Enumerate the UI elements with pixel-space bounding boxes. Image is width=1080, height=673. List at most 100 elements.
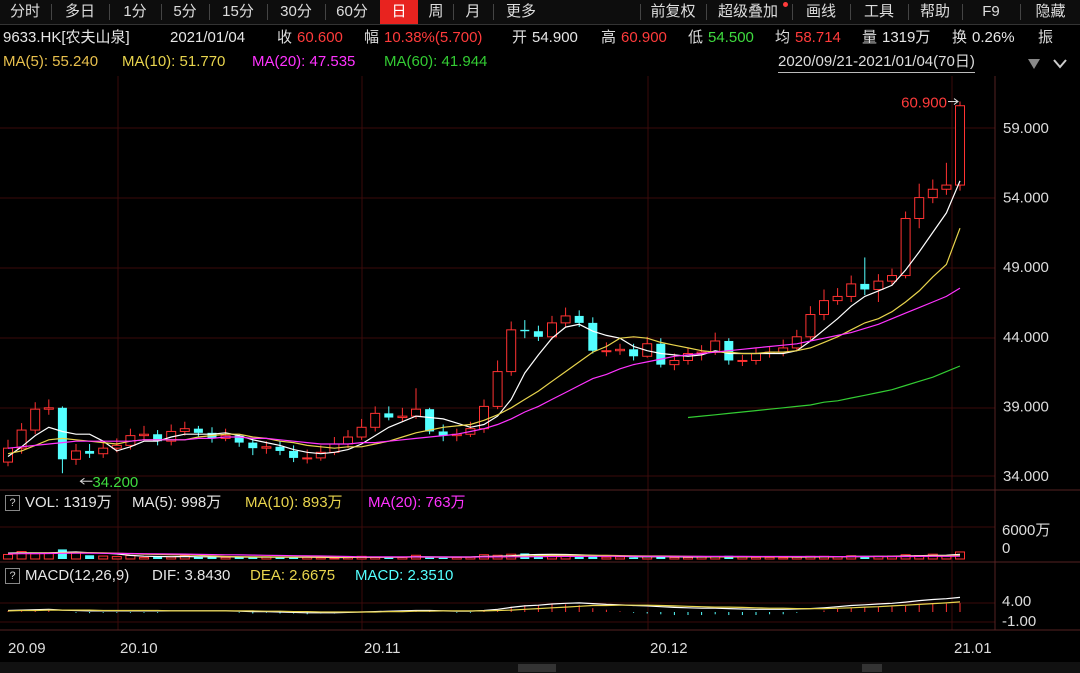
macd-lines [7, 596, 961, 614]
x-tick-label: 20.10 [120, 640, 158, 657]
quote-info-bar: 9633.HK[农夫山泉] 2021/01/04 收 60.600 幅 10.3… [0, 25, 1080, 50]
volume-bar [384, 557, 394, 559]
volume-bar [234, 557, 244, 559]
triangle-down-icon[interactable] [1028, 59, 1040, 69]
volume-bar [629, 557, 639, 559]
horizontal-scrollbar[interactable] [0, 662, 1080, 673]
candle-body [520, 329, 530, 332]
candle-body [805, 314, 816, 338]
chevron-down-icon[interactable] [1053, 59, 1067, 69]
volume-bar [98, 555, 109, 560]
tools-button[interactable]: 工具 [863, 3, 894, 20]
volume-bar [438, 557, 448, 559]
volume-value-label: VOL: 1319万 [25, 494, 112, 511]
arrow-left-icon [79, 477, 85, 485]
volume-bar [615, 556, 625, 560]
period-toolbar: 分时 多日 1分 5分 15分 30分 60分 日 周 月 更多 前复权 超级叠… [0, 0, 1080, 25]
macd-panel-header: ? MACD(12,26,9) DIF: 3.8430 DEA: 2.6675 … [0, 566, 700, 586]
volume-ma-lines [7, 551, 961, 559]
candle-body [85, 450, 95, 454]
volume-bar [220, 556, 231, 560]
high-label: 高 [601, 29, 617, 46]
tab-duori[interactable]: 多日 [64, 3, 95, 20]
ma20-line [7, 287, 961, 449]
volume-panel-header: ? VOL: 1319万 MA(5): 998万 MA(10): 893万 MA… [0, 493, 700, 513]
candle-body [615, 348, 625, 352]
volume-bar [207, 556, 217, 559]
notification-dot-icon [783, 2, 788, 7]
candle-body [98, 447, 109, 455]
volume-value: 1319万 [882, 29, 931, 46]
ma10-line [7, 227, 961, 455]
candle-body [153, 434, 163, 442]
candle-body [261, 446, 272, 449]
volume-bar [275, 557, 285, 559]
candle-body [533, 331, 543, 337]
volume-bar [16, 551, 27, 560]
change-value: 10.38%(5.700) [384, 29, 483, 46]
candle-body [791, 336, 802, 349]
ma60-legend: MA(60): 41.944 [384, 53, 488, 70]
volume-help-button[interactable]: ? [5, 495, 20, 511]
volume-bar [166, 556, 177, 560]
draw-line-button[interactable]: 画线 [805, 3, 836, 20]
price-axis: 59.000 54.000 49.000 44.000 39.000 34.000 [1003, 120, 1049, 485]
tab-more[interactable]: 更多 [505, 3, 536, 20]
ma5-legend: MA(5): 55.240 [3, 53, 99, 70]
tab-30min[interactable]: 30分 [280, 3, 312, 20]
volume-ma20-line [7, 552, 961, 558]
volume-label: 量 [862, 29, 878, 46]
open-label: 开 [512, 29, 528, 46]
candle-body [832, 295, 843, 302]
tab-15min[interactable]: 15分 [222, 3, 254, 20]
x-tick-label: 20.09 [8, 640, 46, 657]
price-tick-label: 44.000 [1003, 329, 1049, 346]
candle-body [819, 300, 829, 316]
date-range-selector[interactable]: 2020/09/21-2021/01/04(70日) [778, 52, 975, 73]
x-tick-label: 20.12 [650, 640, 688, 657]
tab-60min[interactable]: 60分 [336, 3, 368, 20]
volume-bar [111, 556, 122, 560]
tab-daily[interactable]: 日 [380, 0, 418, 24]
date-range-dropdown[interactable] [1026, 56, 1076, 72]
turnover-label: 换 [952, 29, 968, 46]
candle-body [955, 105, 965, 186]
turnover-value: 0.26% [972, 29, 1015, 46]
candle-body [656, 343, 666, 365]
price-tick-label: 54.000 [1003, 190, 1049, 207]
candle-body [887, 275, 897, 282]
scrollbar-thumb[interactable] [518, 664, 556, 672]
macd-help-button[interactable]: ? [5, 568, 20, 584]
volume-bar [3, 553, 13, 560]
tab-5min[interactable]: 5分 [173, 3, 197, 20]
tab-weekly[interactable]: 周 [428, 3, 444, 20]
candle-body [384, 413, 394, 418]
candle-body [547, 322, 557, 338]
help-button[interactable]: 帮助 [919, 3, 950, 20]
candle-body [629, 349, 639, 357]
low-value: 54.500 [708, 29, 754, 46]
price-tick-label: 39.000 [1003, 398, 1049, 415]
overlay-button[interactable]: 超级叠加 [717, 3, 778, 20]
candle-body [642, 343, 653, 357]
candle-body [900, 217, 911, 277]
volume-bar [683, 556, 693, 560]
scrollbar-thumb[interactable] [862, 664, 882, 672]
macd-tick-top: 4.00 [1002, 593, 1032, 610]
volume-bar [846, 555, 857, 560]
ma5-line [7, 180, 961, 457]
tab-1min[interactable]: 1分 [123, 3, 147, 20]
high-price-label: 60.900 [901, 95, 947, 112]
adjust-forward-button[interactable]: 前复权 [650, 3, 696, 20]
volume-bar [656, 555, 666, 559]
volume-bar [193, 556, 203, 559]
volume-bar [601, 556, 612, 560]
f9-button[interactable]: F9 [982, 3, 1000, 20]
volume-bar [669, 556, 680, 560]
hide-button[interactable]: 隐藏 [1035, 3, 1066, 20]
tab-monthly[interactable]: 月 [465, 3, 481, 20]
tab-fenshi[interactable]: 分时 [9, 3, 40, 20]
candle-body [601, 350, 612, 353]
ma60-line [687, 365, 961, 419]
candle-body [397, 415, 408, 419]
